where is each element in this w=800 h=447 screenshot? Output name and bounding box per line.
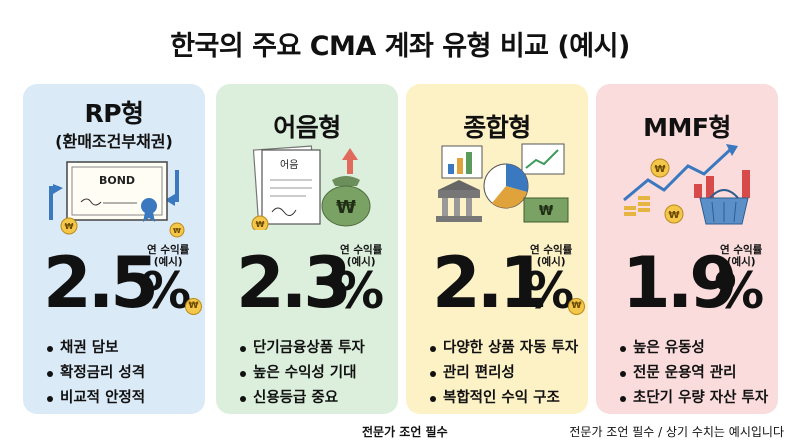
list-item: 비교적 안정적 <box>23 386 205 411</box>
list-item: 복합적인 수익 구조 <box>406 386 588 411</box>
rate-label: 연 수익률 (예시) <box>720 244 763 268</box>
footer-disclaimer: 전문가 조언 필수 / 상기 수치는 예시입니다 <box>569 425 784 439</box>
card-combined: 종합형 ₩ 2.1 % 연 수익률 (예시) ₩ 다양한 상품 자동 투자 관리 … <box>406 84 588 414</box>
bill-label: 어음 <box>280 159 298 171</box>
rate-block: 2.5 % 연 수익률 (예시) ₩ <box>23 236 205 331</box>
card-title: MMF형 <box>643 113 731 142</box>
card-title: 종합형 <box>463 113 531 142</box>
card-title: 어음형 <box>273 113 341 142</box>
bill-document-icon: 어음 ₩ ₩ <box>251 145 371 230</box>
rate-value: 1.9 <box>622 242 738 324</box>
rate-percent: % <box>714 262 765 320</box>
svg-text:₩: ₩ <box>173 227 181 235</box>
bond-certificate-icon: BOND ₩ ₩ <box>49 161 185 238</box>
rate-percent: % <box>141 262 192 320</box>
rate-block: 2.3 % 연 수익률 (예시) <box>216 236 398 331</box>
card-mmf: MMF형 ₩ ₩ 1.9 % 연 수익률 (예시) 높은 유동성 전문 운용역 관… <box>596 84 778 414</box>
feature-list: 채권 담보 확정금리 성격 비교적 안정적 <box>23 336 205 411</box>
svg-text:₩: ₩ <box>65 222 74 231</box>
portfolio-charts-icon: ₩ <box>436 143 569 223</box>
svg-text:₩: ₩ <box>256 220 265 229</box>
feature-list: 높은 유동성 전문 운용역 관리 초단기 우량 자산 투자 <box>596 336 778 411</box>
rate-label: 연 수익률 (예시) <box>340 244 383 268</box>
svg-text:₩: ₩ <box>539 204 554 219</box>
rate-block: 1.9 % 연 수익률 (예시) <box>596 236 778 331</box>
feature-list: 단기금융상품 투자 높은 수익성 기대 신용등급 중요 <box>216 336 398 411</box>
list-item: 단기금융상품 투자 <box>216 336 398 361</box>
rate-block: 2.1 % 연 수익률 (예시) ₩ <box>406 236 588 331</box>
rate-value: 2.5 <box>43 242 159 324</box>
list-item: 초단기 우량 자산 투자 <box>596 386 778 411</box>
rate-percent: % <box>524 262 575 320</box>
list-item: 전문 운용역 관리 <box>596 361 778 386</box>
rate-percent: % <box>334 262 385 320</box>
rate-label: 연 수익률 (예시) <box>530 244 573 268</box>
card-subtitle: (환매조건부채권) <box>55 132 173 151</box>
page-title: 한국의 주요 CMA 계좌 유형 비교 (예시) <box>170 31 630 62</box>
rate-label: 연 수익률 (예시) <box>147 244 190 268</box>
list-item: 관리 편리성 <box>406 361 588 386</box>
list-item: 다양한 상품 자동 투자 <box>406 336 588 361</box>
svg-text:₩: ₩ <box>654 164 665 175</box>
rate-value: 2.3 <box>236 242 352 324</box>
list-item: 신용등급 중요 <box>216 386 398 411</box>
card-title: RP형 <box>84 99 144 128</box>
bond-label: BOND <box>99 174 135 187</box>
list-item: 높은 유동성 <box>596 336 778 361</box>
won-coin-icon: ₩ <box>568 298 585 315</box>
svg-text:₩: ₩ <box>668 210 679 221</box>
won-coin-icon: ₩ <box>185 298 202 315</box>
list-item: 높은 수익성 기대 <box>216 361 398 386</box>
growth-basket-icon: ₩ ₩ <box>623 144 750 225</box>
list-item: 채권 담보 <box>23 336 205 361</box>
svg-text:₩: ₩ <box>336 197 356 218</box>
rate-value: 2.1 <box>432 242 548 324</box>
list-item: 확정금리 성격 <box>23 361 205 386</box>
card-rp: RP형 (환매조건부채권) BOND ₩ ₩ 2.5 % 연 수익률 (예시) ₩… <box>23 84 205 414</box>
footer-advice-note: 전문가 조언 필수 <box>362 425 448 439</box>
feature-list: 다양한 상품 자동 투자 관리 편리성 복합적인 수익 구조 <box>406 336 588 411</box>
card-bill: 어음형 어음 ₩ ₩ 2.3 % 연 수익률 (예시) 단기금융상품 투자 높은 … <box>216 84 398 414</box>
